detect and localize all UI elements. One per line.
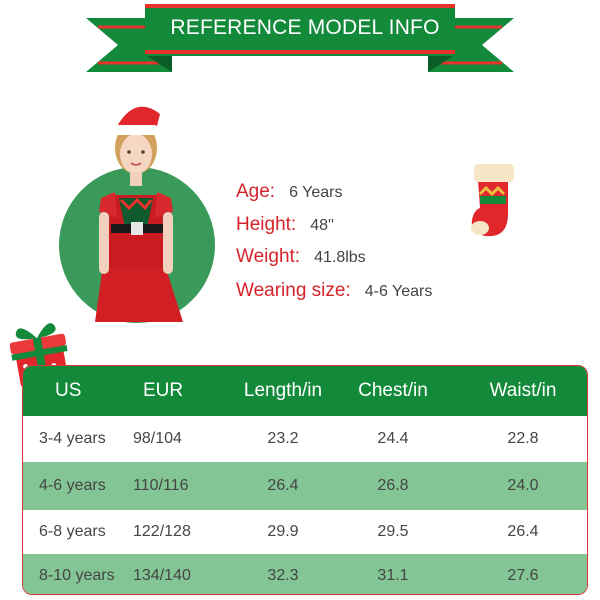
cell-length: 29.9 [267, 523, 299, 540]
cell-chest: 26.8 [377, 477, 409, 494]
cell-eur: 122/128 [133, 523, 191, 540]
weight-label: Weight: [236, 246, 301, 267]
cell-length: 23.2 [267, 430, 299, 447]
table-row: 4-6 years 110/116 26.4 26.8 24.0 [23, 462, 587, 510]
cell-chest: 29.5 [377, 523, 409, 540]
cell-eur: 98/104 [133, 430, 182, 447]
wearing-size-label: Wearing size: [236, 280, 351, 301]
cell-eur: 134/140 [133, 567, 191, 584]
size-chart-table: US EUR Length/in Chest/in Waist/in 3-4 y… [22, 365, 588, 595]
height-row: Height: 48'' [236, 210, 334, 240]
christmas-stocking-icon [466, 160, 530, 242]
cell-eur: 110/116 [133, 477, 189, 494]
cell-us: 4-6 years [39, 477, 106, 494]
wearing-size-value: 4-6 Years [364, 283, 433, 300]
header-eur: EUR [143, 380, 184, 401]
height-label: Height: [236, 214, 297, 235]
title-banner: REFERENCE MODEL INFO [0, 0, 600, 80]
table-row: 8-10 years 134/140 32.3 31.1 27.6 [23, 554, 587, 594]
age-label: Age: [236, 181, 276, 202]
cell-us: 8-10 years [39, 567, 115, 584]
header-us: US [55, 380, 82, 401]
cell-us: 3-4 years [39, 430, 106, 447]
cell-length: 26.4 [267, 477, 299, 494]
wearing-size-row: Wearing size: 4-6 Years [236, 276, 432, 306]
table-row: 6-8 years 122/128 29.9 29.5 26.4 [23, 510, 587, 554]
weight-value: 41.8lbs [314, 249, 366, 266]
cell-waist: 24.0 [507, 477, 539, 494]
cell-waist: 27.6 [507, 567, 539, 584]
age-value: 6 Years [289, 184, 343, 201]
table-row: 3-4 years 98/104 23.2 24.4 22.8 [23, 416, 587, 462]
banner-ribbon [86, 4, 514, 72]
header-length: Length/in [243, 380, 323, 401]
cell-chest: 31.1 [377, 567, 409, 584]
weight-row: Weight: 41.8lbs [236, 242, 366, 272]
age-row: Age: 6 Years [236, 177, 342, 207]
banner-title: REFERENCE MODEL INFO [170, 16, 440, 39]
height-value: 48'' [310, 217, 335, 234]
cell-chest: 24.4 [377, 430, 409, 447]
cell-us: 6-8 years [39, 523, 106, 540]
model-photo [55, 100, 215, 325]
cell-waist: 22.8 [507, 430, 539, 447]
header-waist: Waist/in [489, 380, 557, 401]
header-chest: Chest/in [358, 380, 428, 401]
table-header-row: US EUR Length/in Chest/in Waist/in [23, 366, 587, 416]
cell-length: 32.3 [267, 567, 299, 584]
cell-waist: 26.4 [507, 523, 539, 540]
